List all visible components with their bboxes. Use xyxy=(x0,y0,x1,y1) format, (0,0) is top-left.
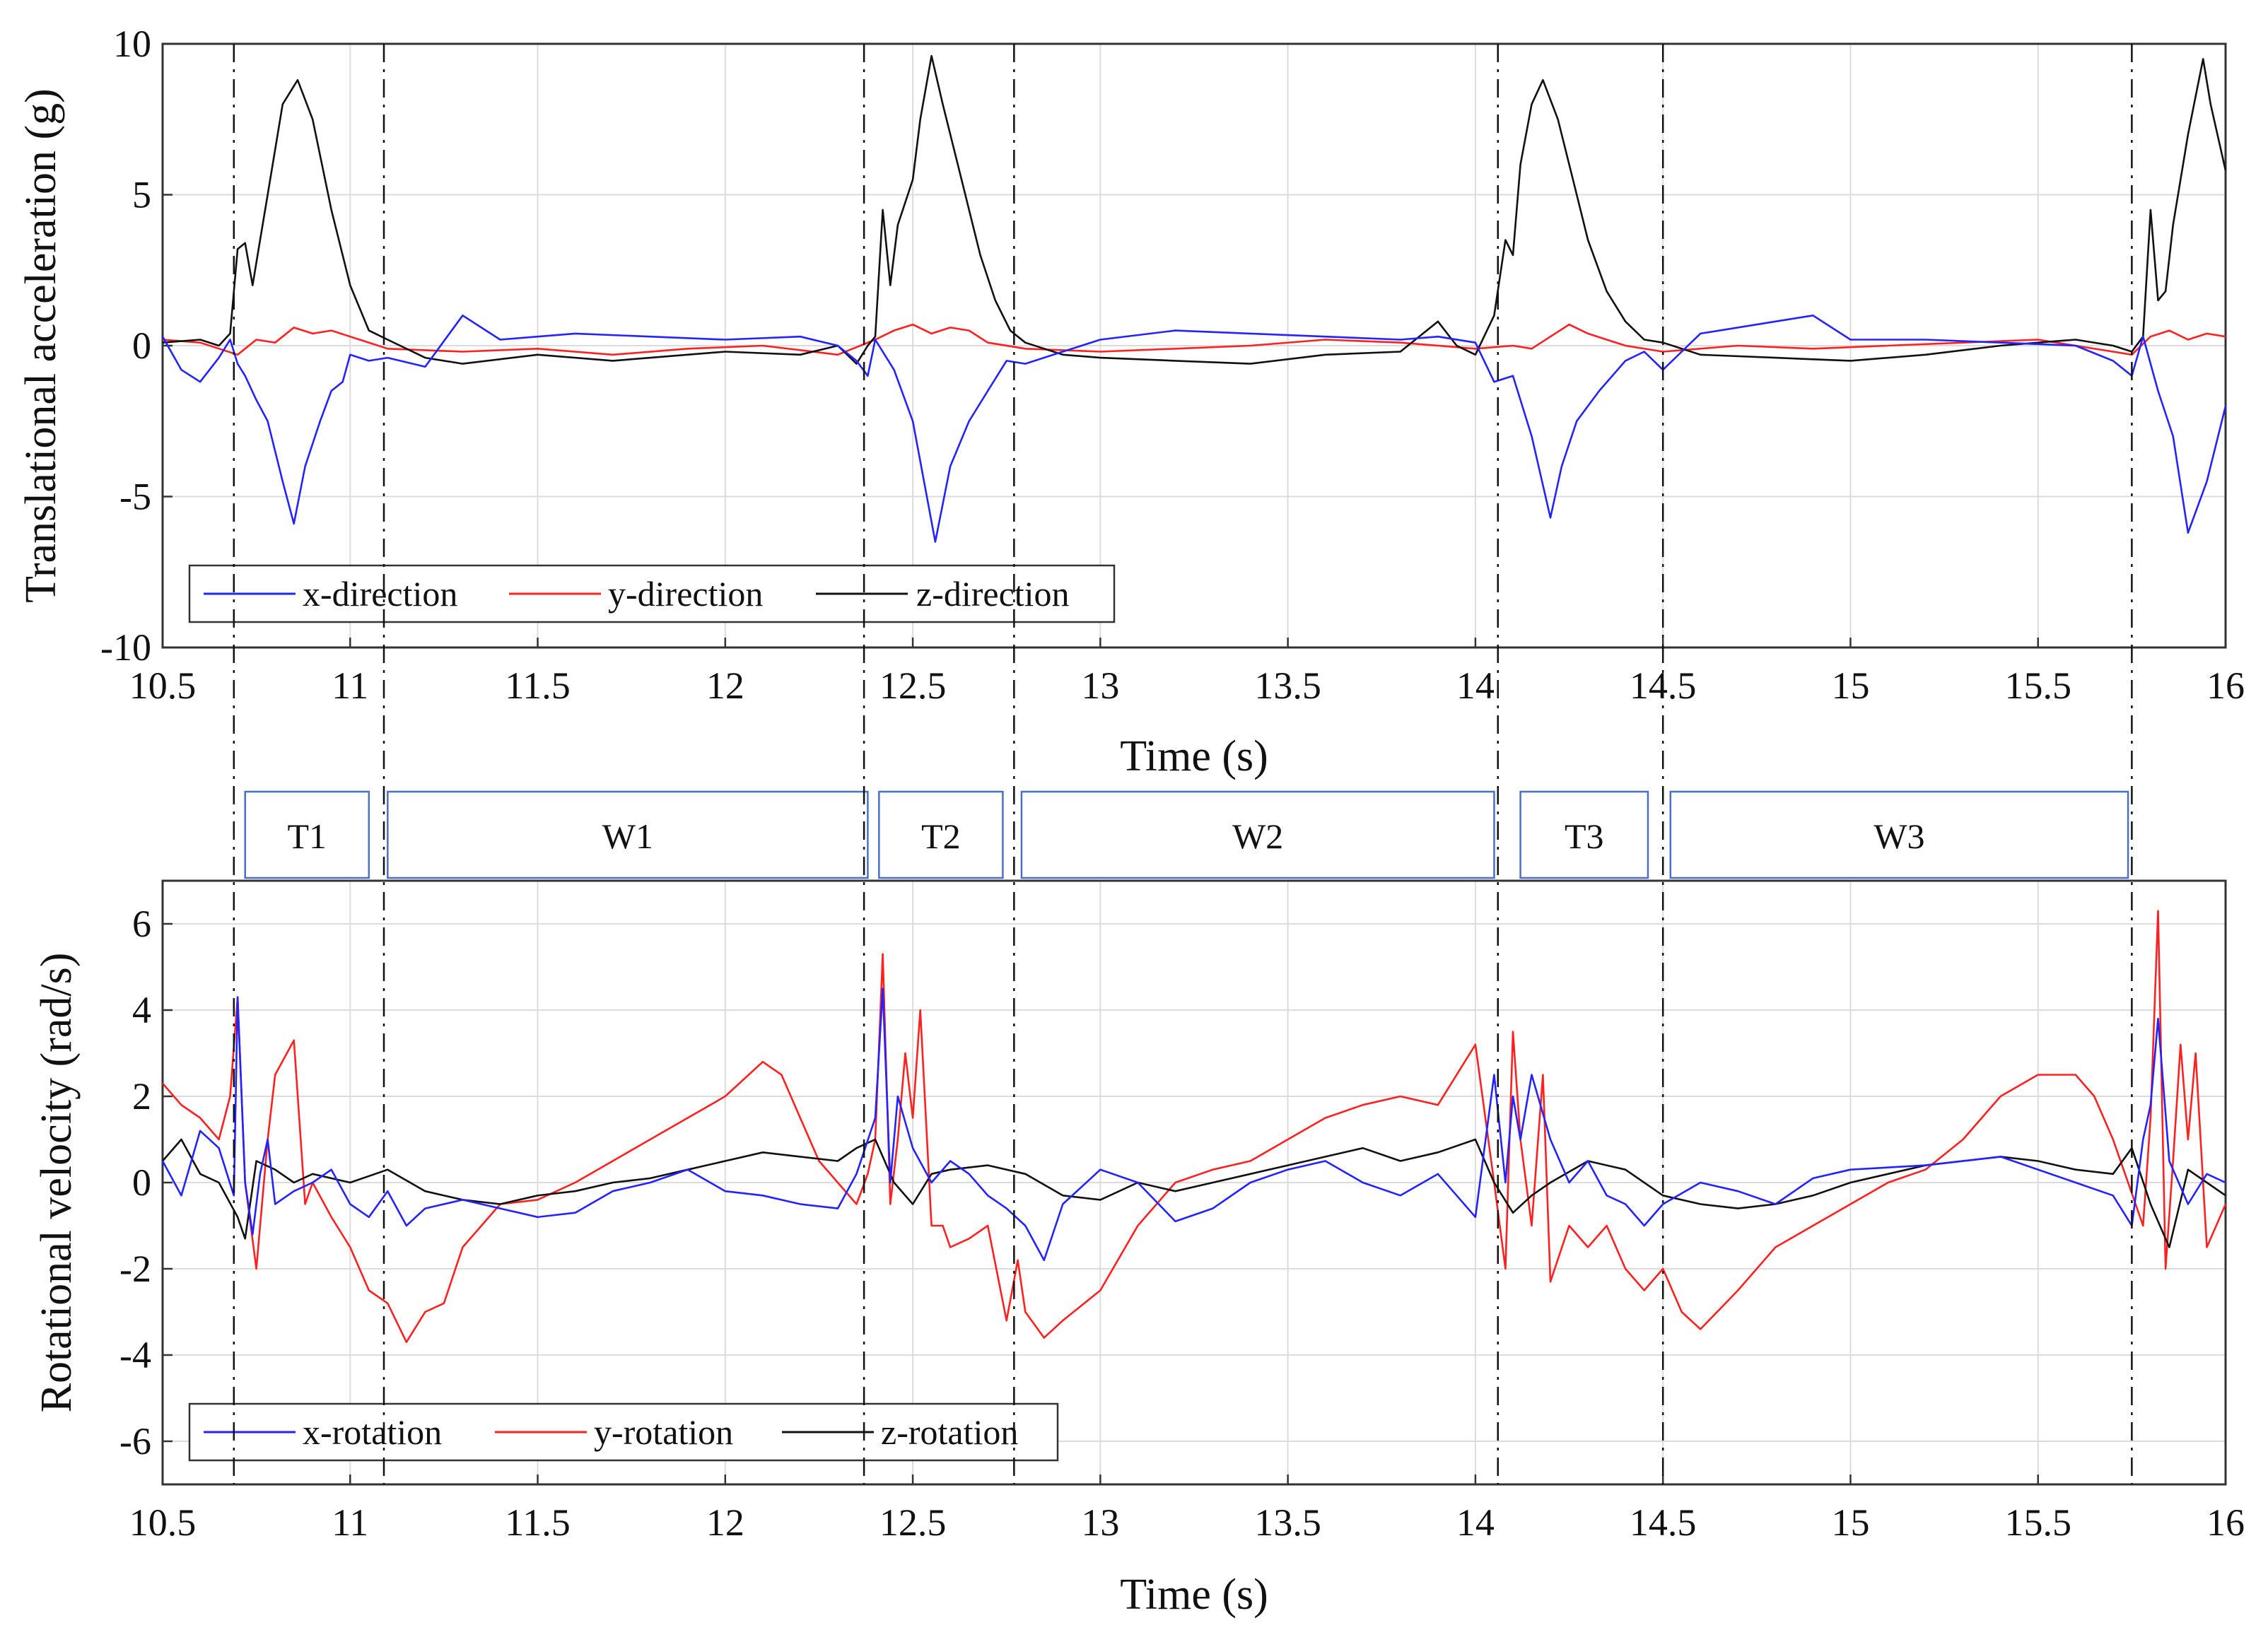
top-series-x-direction xyxy=(161,315,2227,543)
bottom-x-tick-labels: 10.5 11 11.5 12 12.5 13 13.5 14 14.5 15 15.5 16 xyxy=(129,1501,2245,1544)
top-y-tick-label: -10 xyxy=(100,626,151,669)
bottom-x-tick-label: 14 xyxy=(1456,1501,1495,1544)
phase-box-T3 xyxy=(1519,790,1649,879)
legend-label-y-rotation: y-rotation xyxy=(594,1412,733,1452)
phase-box-W1 xyxy=(387,790,869,879)
legend-label-y-direction: y-direction xyxy=(608,574,763,614)
phase-label-T1: T1 xyxy=(287,816,327,856)
phase-box-W2 xyxy=(1020,790,1495,879)
top-x-tick-label: 14 xyxy=(1456,664,1495,707)
legend-label-z-rotation: z-rotation xyxy=(881,1412,1018,1452)
top-plot-frame xyxy=(161,42,2227,649)
top-legend-box xyxy=(188,564,1116,623)
top-x-tick-label: 15 xyxy=(1831,664,1869,707)
bottom-series-group xyxy=(161,910,2227,1343)
top-y-tick-label: -5 xyxy=(119,476,151,518)
top-series-z-direction xyxy=(162,54,2227,365)
bottom-x-tick-label: 11.5 xyxy=(505,1501,571,1544)
phase-label-T3: T3 xyxy=(1565,816,1604,856)
top-series-group xyxy=(161,54,2227,543)
bottom-y-tick-label: 0 xyxy=(132,1161,151,1204)
top-x-tick-label: 12.5 xyxy=(879,664,947,707)
bottom-y-tick-label: 6 xyxy=(132,903,151,945)
bottom-y-tick-label: -4 xyxy=(119,1334,151,1376)
top-x-tick-label: 10.5 xyxy=(129,664,197,707)
top-series-y-direction xyxy=(162,323,2226,356)
bottom-x-tick-label: 14.5 xyxy=(1630,1501,1697,1544)
top-y-axis-label: Translational acceleration (g) xyxy=(17,88,65,603)
bottom-x-tick-label: 13.5 xyxy=(1254,1501,1321,1544)
top-x-tick-label: 11.5 xyxy=(505,664,571,707)
top-x-tick-label: 12 xyxy=(706,664,744,707)
bottom-legend-box xyxy=(188,1402,1059,1462)
rotation-chart: 10.5 11 11.5 12 12.5 13 13.5 14 14.5 15 15.5 16 -6-… xyxy=(33,879,2245,1619)
bottom-x-tick-label: 10.5 xyxy=(129,1501,197,1544)
bottom-x-tick-label: 12.5 xyxy=(879,1501,947,1544)
phase-label-T2: T2 xyxy=(921,816,961,856)
top-y-tick-label: 5 xyxy=(132,174,151,216)
bottom-x-tick-label: 13 xyxy=(1081,1501,1119,1544)
bottom-x-tick-label: 11 xyxy=(332,1501,368,1544)
bottom-x-tick-label: 15.5 xyxy=(2004,1501,2071,1544)
bottom-series-x-rotation xyxy=(161,987,2226,1262)
top-y-tick-labels: -10 -5 0 5 10 xyxy=(100,23,151,669)
bottom-x-tick-label: 12 xyxy=(706,1501,744,1544)
top-x-tick-label: 13.5 xyxy=(1254,664,1321,707)
phase-label-W3: W3 xyxy=(1874,816,1924,856)
top-x-tick-label: 15.5 xyxy=(2004,664,2071,707)
phase-box-W3 xyxy=(1669,790,2129,879)
bottom-legend: x-rotation y-rotation z-rotation xyxy=(188,1402,1059,1462)
phase-box-T1 xyxy=(244,790,370,879)
top-x-axis-label: Time (s) xyxy=(1120,732,1268,780)
bottom-x-axis-label: Time (s) xyxy=(1120,1571,1268,1619)
phase-label-W2: W2 xyxy=(1232,816,1283,856)
phase-box-T2 xyxy=(878,790,1004,879)
legend-label-x-rotation: x-rotation xyxy=(303,1412,442,1452)
legend-label-x-direction: x-direction xyxy=(303,574,457,614)
bottom-y-axis-label: Rotational velocity (rad/s) xyxy=(33,953,81,1413)
bottom-y-tick-label: -2 xyxy=(119,1248,151,1290)
top-x-tick-label: 13 xyxy=(1081,664,1119,707)
legend-label-z-direction: z-direction xyxy=(916,574,1070,614)
bottom-y-tick-label: -6 xyxy=(119,1420,151,1462)
top-legend: x-direction y-direction z-direction xyxy=(188,564,1116,623)
bottom-y-tick-label: 4 xyxy=(132,989,151,1031)
event-lines xyxy=(233,44,2133,1484)
top-x-tick-label: 11 xyxy=(332,664,368,707)
top-y-tick-label: 10 xyxy=(113,23,151,65)
top-y-tick-label: 0 xyxy=(132,324,151,367)
acceleration-chart: 10.5 11 11.5 12 12.5 13 13.5 14 14.5 15 15.5 16 -10… xyxy=(17,23,2245,780)
top-x-tick-label: 16 xyxy=(2206,664,2245,707)
bottom-y-tick-label: 2 xyxy=(132,1075,151,1118)
phase-label-W1: W1 xyxy=(602,816,653,856)
bottom-x-tick-label: 16 xyxy=(2206,1501,2245,1544)
bottom-grid xyxy=(161,881,2227,1484)
top-x-tick-labels: 10.5 11 11.5 12 12.5 13 13.5 14 14.5 15 15.5 16 xyxy=(129,664,2245,707)
phase-labels: T1 W1 T2 W2 T3 W3 xyxy=(244,790,2129,879)
bottom-x-tick-label: 15 xyxy=(1831,1501,1869,1544)
bottom-y-tick-labels: -6 -4 -2 0 2 4 6 xyxy=(119,903,151,1462)
